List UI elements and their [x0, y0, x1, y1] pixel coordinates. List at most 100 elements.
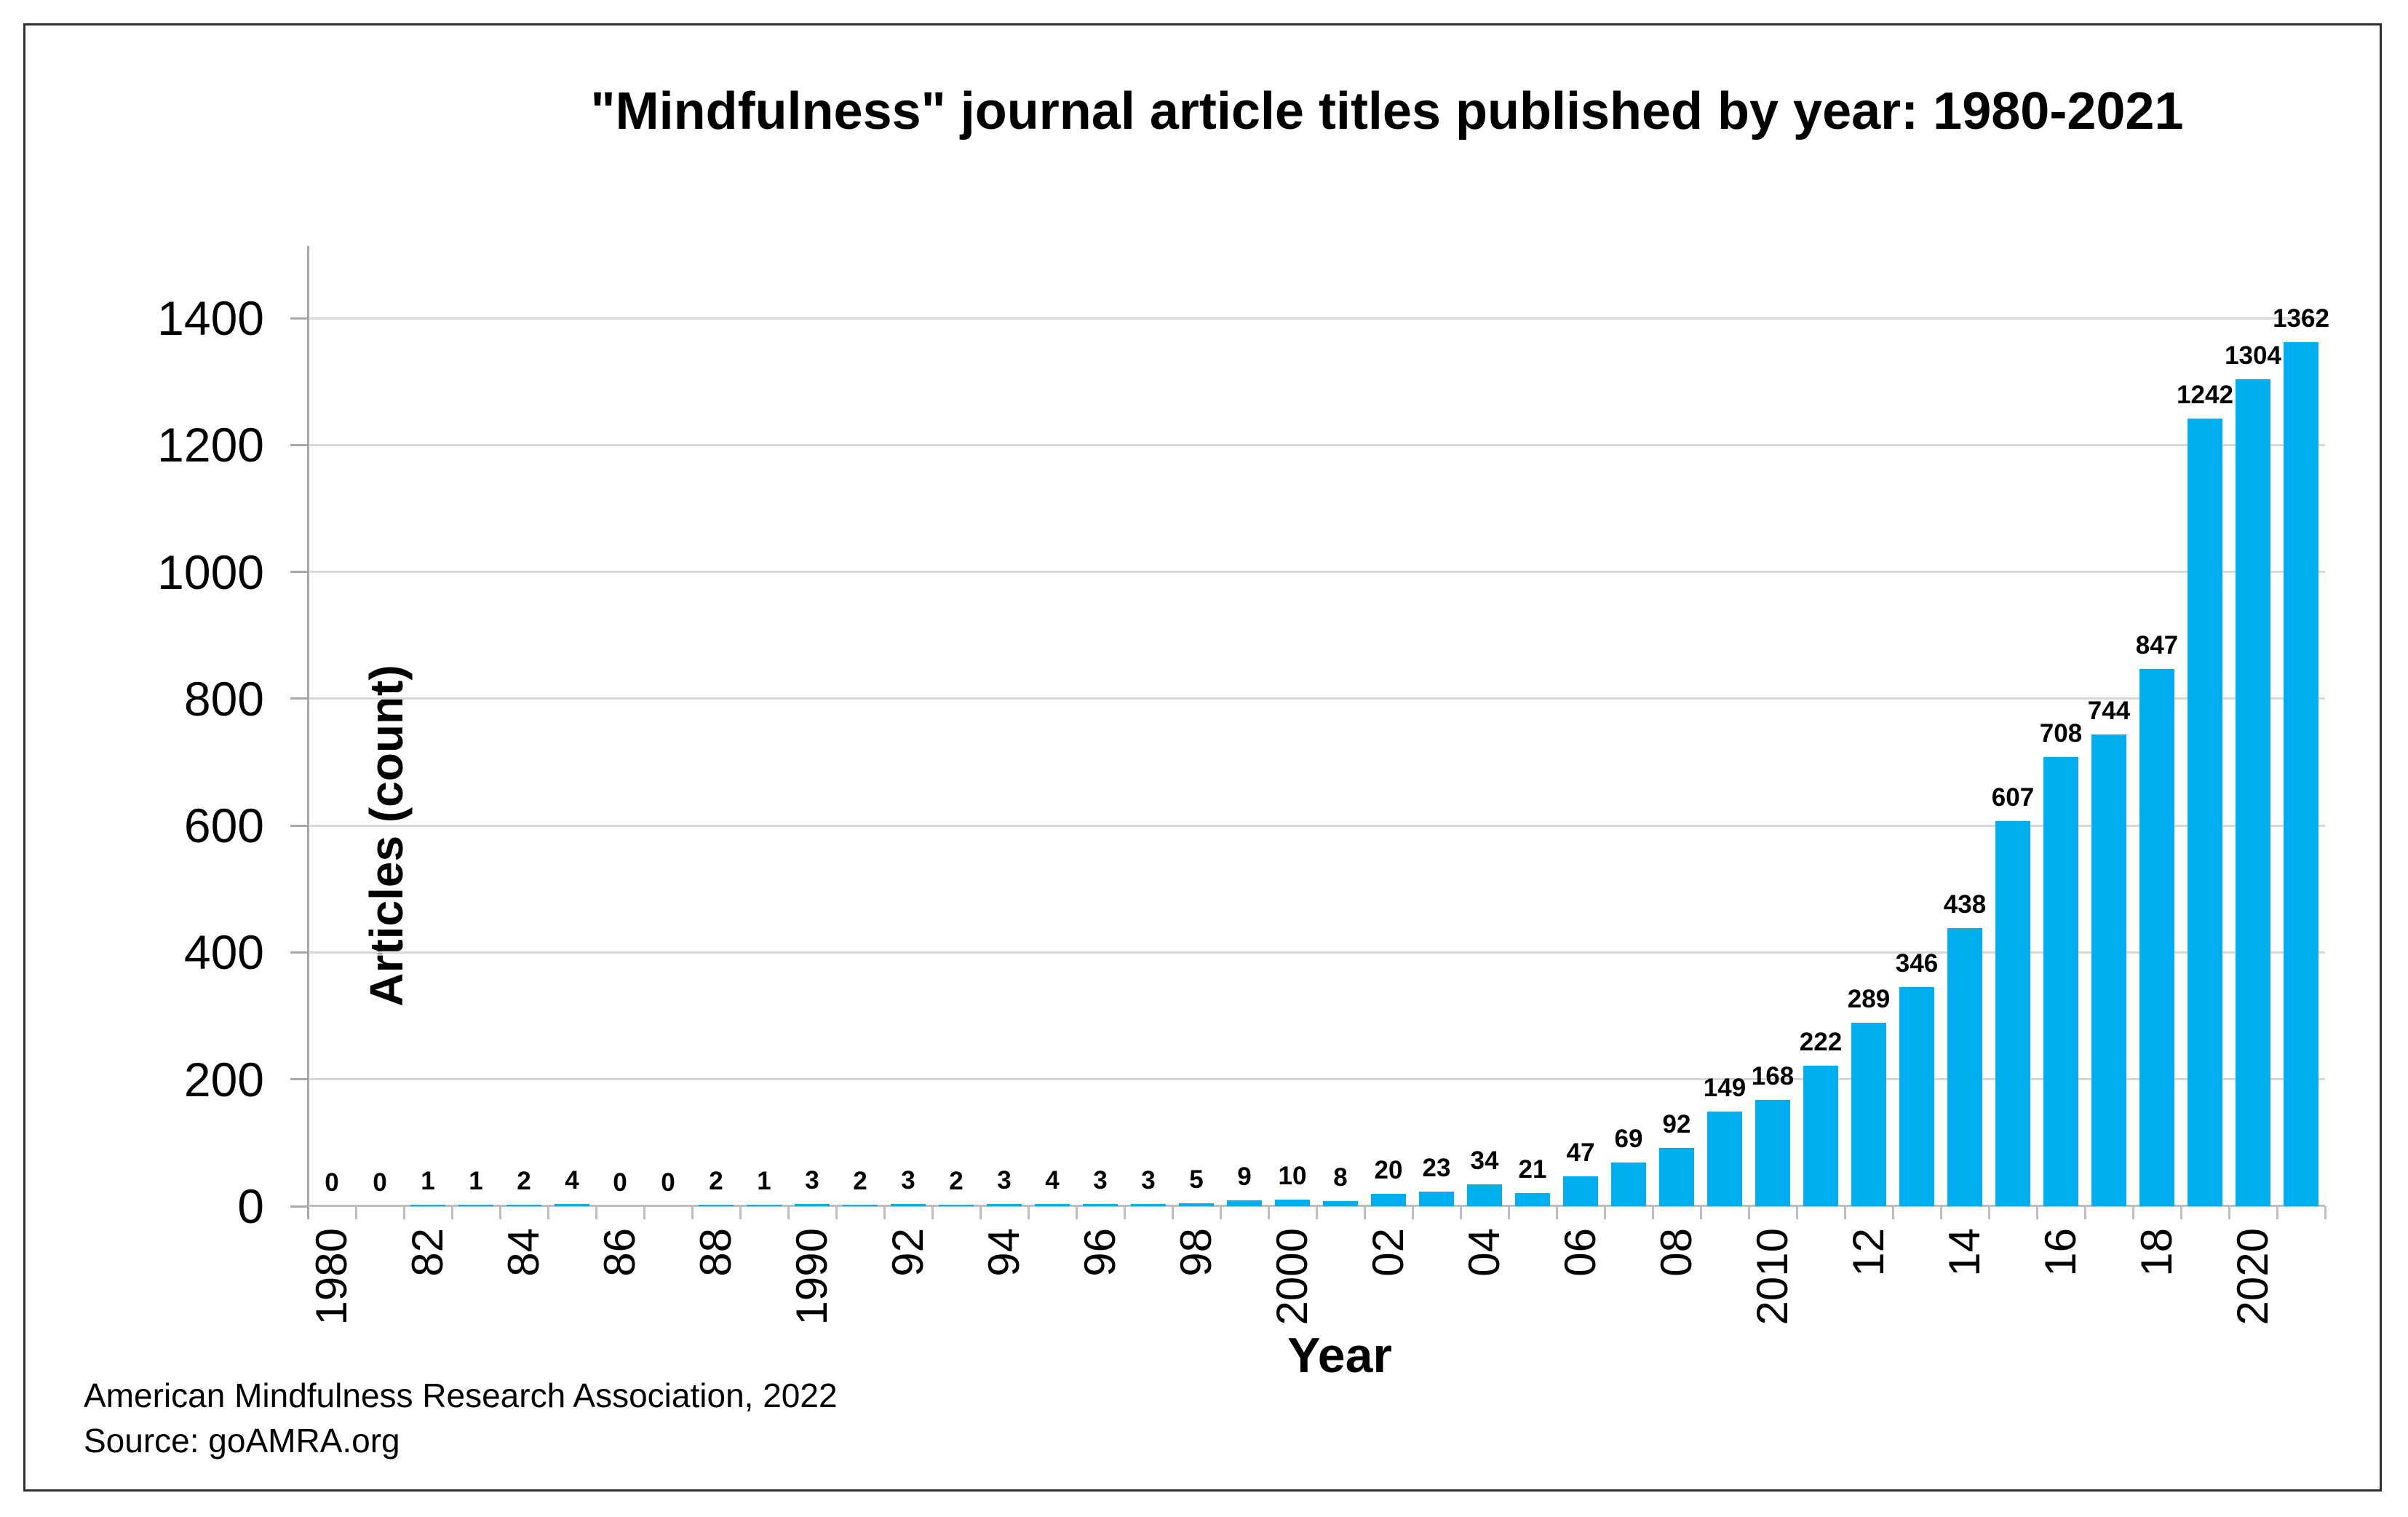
- bar: [795, 1204, 830, 1206]
- bar-value-label: 2: [853, 1166, 867, 1195]
- x-tick: [739, 1206, 742, 1219]
- x-tick: [2035, 1206, 2038, 1219]
- bar-value-label: 2: [949, 1166, 963, 1195]
- x-tick: [1651, 1206, 1654, 1219]
- bar-value-label: 1242: [2177, 380, 2233, 409]
- x-tick: [1363, 1206, 1366, 1219]
- bar-value-label: 1362: [2273, 304, 2329, 333]
- bar-value-label: 47: [1566, 1138, 1595, 1168]
- bar-value-label: 149: [1703, 1074, 1747, 1103]
- x-tick: [2276, 1206, 2278, 1219]
- bar: [1275, 1200, 1310, 1206]
- x-tick: [1411, 1206, 1414, 1219]
- x-axis-line: [308, 1205, 2325, 1207]
- bar: [2139, 668, 2174, 1206]
- bar-value-label: 1: [757, 1166, 771, 1195]
- bar: [555, 1203, 589, 1206]
- bar-value-label: 21: [1518, 1154, 1547, 1184]
- gridline: [308, 1078, 2325, 1081]
- bar-value-label: 4: [1045, 1165, 1060, 1195]
- y-tick-label: 1200: [157, 418, 264, 472]
- bar-value-label: 92: [1662, 1109, 1691, 1138]
- bar-value-label: 2: [517, 1166, 531, 1195]
- bar: [2236, 379, 2270, 1206]
- bar: [1131, 1204, 1166, 1206]
- gridline: [308, 824, 2325, 827]
- bar-value-label: 3: [1093, 1166, 1108, 1195]
- x-tick: [1075, 1206, 1078, 1219]
- y-tick: [290, 571, 308, 574]
- bar: [410, 1204, 445, 1206]
- bar: [1323, 1201, 1358, 1206]
- bar-value-label: 438: [1943, 890, 1987, 919]
- y-tick: [290, 1078, 308, 1081]
- x-tick: [1315, 1206, 1318, 1219]
- bar: [1179, 1203, 1214, 1206]
- bar: [1659, 1147, 1694, 1206]
- x-tick: [787, 1206, 790, 1219]
- bar: [747, 1204, 782, 1206]
- bar: [2284, 342, 2318, 1206]
- bar-value-label: 346: [1895, 948, 1939, 978]
- x-tick: [1987, 1206, 1990, 1219]
- y-tick: [290, 317, 308, 320]
- y-axis-title: Articles (count): [360, 665, 413, 1007]
- bar-value-label: 23: [1422, 1153, 1451, 1182]
- y-tick-label: 800: [183, 671, 264, 726]
- plot-area: Articles (count) 0 200 400 600 800 1000 1200 14…: [157, 246, 2329, 1325]
- y-tick: [290, 1205, 308, 1208]
- bar: [987, 1204, 1022, 1206]
- x-tick: [2131, 1206, 2134, 1219]
- x-tick: [931, 1206, 934, 1219]
- x-tick: [498, 1206, 501, 1219]
- x-tick: [1699, 1206, 1702, 1219]
- bar: [1083, 1204, 1118, 1206]
- bar-value-label: 10: [1278, 1162, 1307, 1191]
- bar-value-label: 3: [805, 1166, 819, 1195]
- x-tick: [595, 1206, 597, 1219]
- y-tick: [290, 697, 308, 700]
- bar-value-label: 0: [613, 1168, 627, 1197]
- bar-value-label: 0: [661, 1168, 675, 1197]
- bar-value-label: 1: [421, 1166, 435, 1195]
- bar: [2091, 734, 2126, 1206]
- bar: [1611, 1162, 1646, 1206]
- gridline: [308, 571, 2325, 574]
- bar: [1947, 928, 1982, 1206]
- x-tick: [1267, 1206, 1270, 1219]
- bar-value-label: 3: [997, 1166, 1012, 1195]
- bar: [2043, 757, 2078, 1206]
- bar-value-label: 2: [709, 1166, 723, 1195]
- bar-value-label: 289: [1847, 985, 1891, 1014]
- x-tick: [883, 1206, 886, 1219]
- bar: [843, 1204, 878, 1206]
- y-tick-label: 0: [237, 1179, 264, 1233]
- bar-value-label: 3: [1141, 1166, 1156, 1195]
- chart-frame: [23, 23, 2382, 1492]
- chart-title: "Mindfulness" journal article titles pub…: [590, 82, 2184, 140]
- bar-value-label: 168: [1751, 1061, 1795, 1090]
- gridline: [308, 951, 2325, 954]
- bar-value-label: 34: [1470, 1146, 1499, 1176]
- y-tick-label: 200: [183, 1052, 264, 1106]
- x-tick: [691, 1206, 694, 1219]
- gridline: [308, 443, 2325, 446]
- bar: [1851, 1023, 1886, 1206]
- x-tick: [1171, 1206, 1174, 1219]
- x-tick: [1891, 1206, 1894, 1219]
- bar: [891, 1204, 926, 1206]
- x-tick: [1843, 1206, 1846, 1219]
- x-tick: [1747, 1206, 1750, 1219]
- x-tick: [354, 1206, 357, 1219]
- x-tick: [643, 1206, 645, 1219]
- x-tick: [1459, 1206, 1462, 1219]
- x-tick: [1123, 1206, 1126, 1219]
- bar-value-label: 69: [1614, 1124, 1643, 1153]
- x-tick: [547, 1206, 549, 1219]
- footer: American Mindfulness Research Associatio…: [84, 1373, 838, 1463]
- y-tick-label: 600: [183, 799, 264, 853]
- bar-value-label: 847: [2135, 630, 2179, 660]
- y-tick: [290, 824, 308, 827]
- bar-value-label: 708: [2039, 719, 2083, 748]
